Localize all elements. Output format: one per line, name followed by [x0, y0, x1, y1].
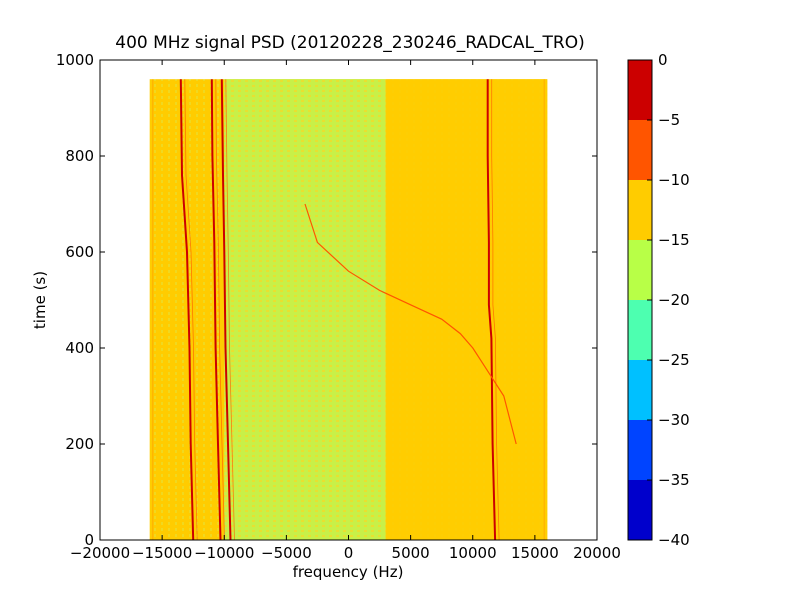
y-tick-label: 600: [65, 243, 94, 261]
signal-trace-shadow: [215, 79, 225, 540]
signal-trace: [304, 203, 517, 445]
signal-trace-shadow: [225, 79, 235, 540]
colorbar-tick-label: 0: [658, 51, 668, 69]
colorbar-level: [628, 420, 652, 480]
x-tick-label: 0: [344, 544, 354, 562]
colorbar-level: [628, 360, 652, 420]
colorbar-tick-label: −10: [658, 171, 690, 189]
colorbar-level: [628, 480, 652, 540]
y-tick-label: 400: [65, 339, 94, 357]
x-tick-label: 20000: [573, 544, 621, 562]
colorbar-ticks: 0 −5 −10 −15 −20 −25 −30 −35 −40: [647, 51, 690, 549]
signal-trace-shadow: [184, 79, 198, 540]
colorbar-tick-label: −15: [658, 231, 690, 249]
colorbar-tick-label: −5: [658, 111, 680, 129]
signal-trace: [210, 79, 222, 540]
x-tick-label: 10000: [449, 544, 497, 562]
colorbar-level: [628, 120, 652, 180]
x-axis-label: frequency (Hz): [293, 563, 404, 581]
y-axis-ticks: 0 200 400 600 800 1000: [56, 51, 597, 549]
signal-trace: [179, 79, 195, 540]
heatmap-mid-band: [224, 79, 386, 540]
colorbar-tick-label: −40: [658, 531, 690, 549]
x-tick-label: 5000: [392, 544, 430, 562]
chart-title: 400 MHz signal PSD (20120228_230246_RADC…: [115, 33, 584, 53]
x-tick-label: −10000: [194, 544, 254, 562]
y-tick-label: 800: [65, 147, 94, 165]
colorbar-tick-label: −25: [658, 351, 690, 369]
y-axis-label: time (s): [31, 271, 49, 329]
signal-traces: [179, 79, 517, 540]
x-tick-label: 15000: [511, 544, 559, 562]
signal-trace: [486, 79, 497, 540]
colorbar-level: [628, 240, 652, 300]
y-tick-label: 1000: [56, 51, 94, 69]
x-tick-label: −20000: [70, 544, 130, 562]
signal-trace: [220, 79, 232, 540]
colorbar-tick-label: −20: [658, 291, 690, 309]
colorbar-level: [628, 60, 652, 120]
x-axis-ticks: −20000 −15000 −10000 −5000 0 5000 10000 15000 20…: [70, 60, 621, 562]
colorbar-level: [628, 300, 652, 360]
heatmap: [149, 79, 548, 540]
colorbar-tick-label: −35: [658, 471, 690, 489]
colorbar-tick-label: −30: [658, 411, 690, 429]
heatmap-right-region: [385, 79, 548, 540]
colorbar: [628, 60, 652, 540]
x-tick-label: −5000: [261, 544, 312, 562]
x-tick-label: −15000: [132, 544, 192, 562]
y-tick-label: 200: [65, 435, 94, 453]
colorbar-level: [628, 180, 652, 240]
y-tick-label: 0: [84, 531, 94, 549]
signal-trace-shadow: [491, 79, 500, 540]
